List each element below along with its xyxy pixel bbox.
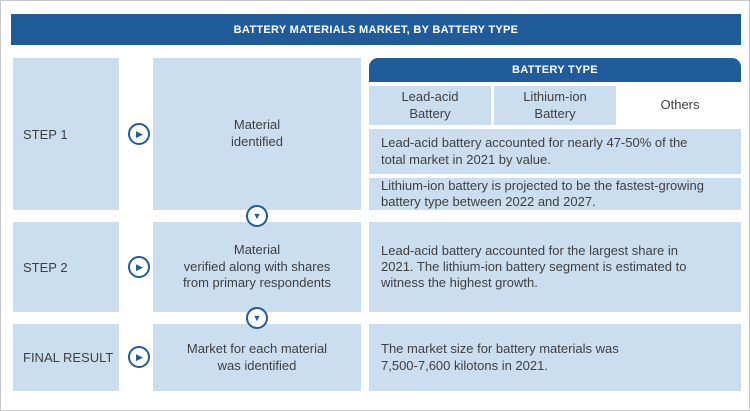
down-arrow-icon: ▼ <box>252 211 262 221</box>
step-1-label: STEP 1 <box>13 58 119 210</box>
play-icon: ▶ <box>136 128 143 139</box>
step-1-arrow-right-icon: ▶ <box>128 123 150 145</box>
battery-type-lithium-ion: Lithium-ion Battery <box>494 86 616 125</box>
step-1-to-step-2-arrow-down-icon: ▼ <box>246 205 268 227</box>
battery-type-others: Others <box>619 86 741 125</box>
battery-type-lead-acid: Lead-acid Battery <box>369 86 491 125</box>
step-2-to-final-arrow-down-icon: ▼ <box>246 307 268 329</box>
step-2-description: Material verified along with shares from… <box>153 222 361 312</box>
step-2-arrow-right-icon: ▶ <box>128 256 150 278</box>
step-2-label: STEP 2 <box>13 222 119 312</box>
finding-market-size: The market size for battery materials wa… <box>369 324 741 391</box>
final-result-label: FINAL RESULT <box>13 324 119 391</box>
step-1-description: Material identified <box>153 58 361 210</box>
play-icon: ▶ <box>136 351 143 362</box>
down-arrow-icon: ▼ <box>252 313 262 323</box>
final-result-description: Market for each material was identified <box>153 324 361 391</box>
play-icon: ▶ <box>136 261 143 272</box>
final-result-arrow-right-icon: ▶ <box>128 346 150 368</box>
battery-type-header: BATTERY TYPE <box>369 58 741 82</box>
finding-lithium-ion-growth: Lithium-ion battery is projected to be t… <box>369 178 741 210</box>
finding-largest-share: Lead-acid battery accounted for the larg… <box>369 222 741 312</box>
finding-lead-acid-share: Lead-acid battery accounted for nearly 4… <box>369 129 741 174</box>
diagram-title: BATTERY MATERIALS MARKET, BY BATTERY TYP… <box>11 14 741 45</box>
